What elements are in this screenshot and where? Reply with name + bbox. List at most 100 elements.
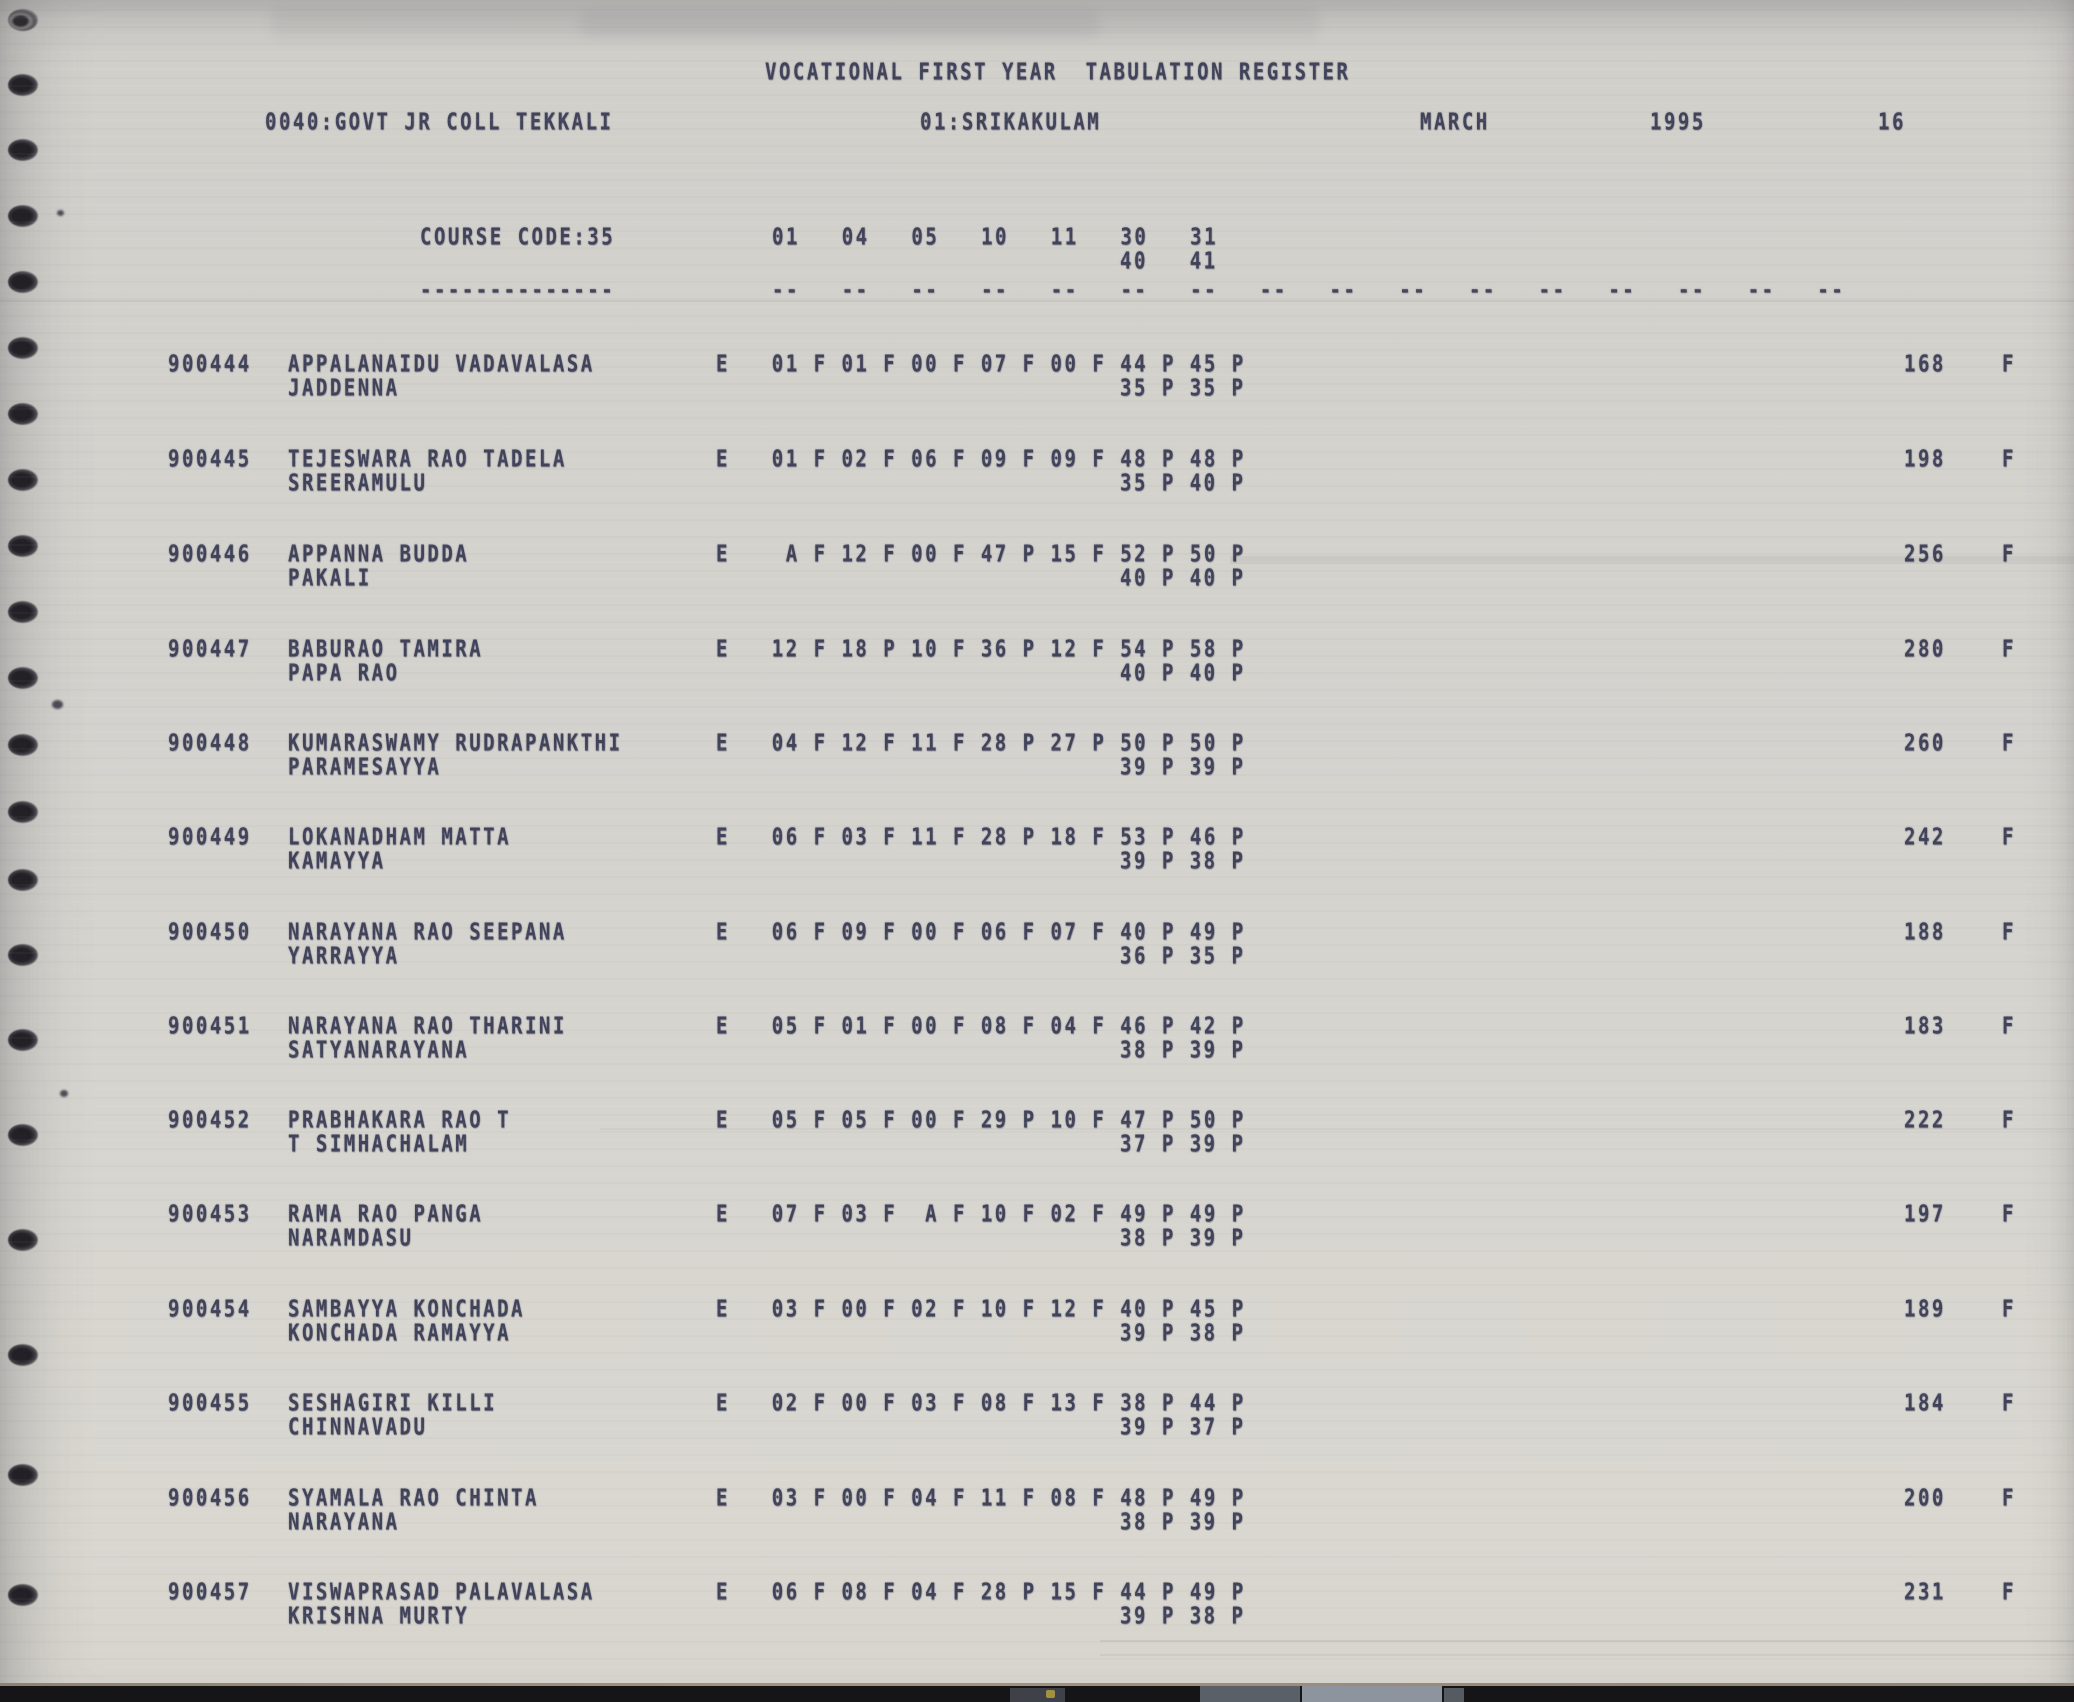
punch-hole bbox=[8, 535, 38, 557]
student-name: TEJESWARA RAO TADELA bbox=[288, 445, 567, 473]
total-marks: 260 bbox=[1904, 729, 1946, 757]
subject-codes-row2: 40 41 bbox=[1120, 247, 1218, 275]
marks-line2: 39 P 37 P bbox=[1120, 1413, 1246, 1441]
student-name: NARAYANA RAO THARINI bbox=[288, 1012, 567, 1040]
student-name: PRABHAKARA RAO T bbox=[288, 1106, 512, 1134]
result-flag: F bbox=[2002, 1578, 2016, 1606]
marks-line2: 38 P 39 P bbox=[1120, 1036, 1246, 1064]
ink-bleed-smudge bbox=[270, 8, 1320, 38]
result-flag: F bbox=[2002, 1295, 2016, 1323]
marks-line1: E 06 F 09 F 00 F 06 F 07 F 40 P 49 P bbox=[716, 918, 1246, 946]
ink-bleed-smudge bbox=[580, 12, 1100, 36]
roll-number: 900452 bbox=[168, 1106, 252, 1134]
marks-line1: E A F 12 F 00 F 47 P 15 F 52 P 50 P bbox=[716, 540, 1246, 568]
result-flag: F bbox=[2002, 1012, 2016, 1040]
roll-number: 900444 bbox=[168, 350, 252, 378]
marks-line2: 40 P 40 P bbox=[1120, 564, 1246, 592]
punch-hole bbox=[8, 1029, 38, 1051]
student-name: APPANNA BUDDA bbox=[288, 540, 470, 568]
student-name: RAMA RAO PANGA bbox=[288, 1200, 484, 1228]
paper-speck bbox=[52, 700, 63, 709]
paper-speck bbox=[57, 210, 64, 216]
scan-streak bbox=[1100, 1654, 2074, 1656]
subject-columns-underline: -- -- -- -- -- -- -- -- -- -- -- -- -- -… bbox=[772, 276, 1846, 304]
student-name: SAMBAYYA KONCHADA bbox=[288, 1295, 525, 1323]
result-flag: F bbox=[2002, 350, 2016, 378]
college-code: 0040:GOVT JR COLL TEKKALI bbox=[265, 108, 614, 136]
father-name: NARAYANA bbox=[288, 1508, 400, 1536]
student-name: SYAMALA RAO CHINTA bbox=[288, 1484, 539, 1512]
page-title: VOCATIONAL FIRST YEAR TABULATION REGISTE… bbox=[765, 58, 1351, 86]
punch-hole bbox=[8, 1464, 38, 1486]
roll-number: 900449 bbox=[168, 823, 252, 851]
student-name: NARAYANA RAO SEEPANA bbox=[288, 918, 567, 946]
scan-artifact bbox=[1046, 1690, 1055, 1698]
result-flag: F bbox=[2002, 540, 2016, 568]
punch-hole bbox=[8, 271, 38, 293]
total-marks: 242 bbox=[1904, 823, 1946, 851]
result-flag: F bbox=[2002, 823, 2016, 851]
result-flag: F bbox=[2002, 635, 2016, 663]
roll-number: 900450 bbox=[168, 918, 252, 946]
punch-hole bbox=[8, 801, 38, 823]
scan-artifact bbox=[1444, 1688, 1464, 1702]
punch-hole bbox=[8, 337, 38, 359]
marks-line2: 40 P 40 P bbox=[1120, 659, 1246, 687]
student-name: SESHAGIRI KILLI bbox=[288, 1389, 498, 1417]
roll-number: 900445 bbox=[168, 445, 252, 473]
roll-number: 900448 bbox=[168, 729, 252, 757]
exam-month: MARCH bbox=[1420, 108, 1490, 136]
total-marks: 256 bbox=[1904, 540, 1946, 568]
punch-hole bbox=[8, 205, 38, 227]
total-marks: 198 bbox=[1904, 445, 1946, 473]
punch-hole bbox=[8, 139, 38, 161]
marks-line2: 38 P 39 P bbox=[1120, 1508, 1246, 1536]
marks-line1: E 07 F 03 F A F 10 F 02 F 49 P 49 P bbox=[716, 1200, 1246, 1228]
result-flag: F bbox=[2002, 1200, 2016, 1228]
punch-hole bbox=[8, 74, 38, 96]
roll-number: 900456 bbox=[168, 1484, 252, 1512]
punch-hole bbox=[8, 944, 38, 966]
total-marks: 183 bbox=[1904, 1012, 1946, 1040]
punch-hole bbox=[8, 403, 38, 425]
punch-hole bbox=[8, 1584, 38, 1606]
father-name: T SIMHACHALAM bbox=[288, 1130, 470, 1158]
punch-hole bbox=[8, 1229, 38, 1251]
marks-line2: 36 P 35 P bbox=[1120, 942, 1246, 970]
marks-line1: E 01 F 01 F 00 F 07 F 00 F 44 P 45 P bbox=[716, 350, 1246, 378]
marks-line2: 38 P 39 P bbox=[1120, 1224, 1246, 1252]
student-name: APPALANAIDU VADAVALASA bbox=[288, 350, 595, 378]
roll-number: 900446 bbox=[168, 540, 252, 568]
scan-artifact bbox=[1010, 1688, 1065, 1702]
result-flag: F bbox=[2002, 918, 2016, 946]
marks-line1: E 04 F 12 F 11 F 28 P 27 P 50 P 50 P bbox=[716, 729, 1246, 757]
marks-line1: E 03 F 00 F 02 F 10 F 12 F 40 P 45 P bbox=[716, 1295, 1246, 1323]
marks-line2: 39 P 39 P bbox=[1120, 753, 1246, 781]
result-flag: F bbox=[2002, 1106, 2016, 1134]
scan-artifact bbox=[1200, 1686, 1300, 1702]
marks-line1: E 12 F 18 P 10 F 36 P 12 F 54 P 58 P bbox=[716, 635, 1246, 663]
father-name: YARRAYYA bbox=[288, 942, 400, 970]
father-name: PAKALI bbox=[288, 564, 372, 592]
roll-number: 900451 bbox=[168, 1012, 252, 1040]
total-marks: 189 bbox=[1904, 1295, 1946, 1323]
student-name: BABURAO TAMIRA bbox=[288, 635, 484, 663]
roll-number: 900454 bbox=[168, 1295, 252, 1323]
marks-line2: 39 P 38 P bbox=[1120, 847, 1246, 875]
father-name: JADDENNA bbox=[288, 374, 400, 402]
punch-hole bbox=[8, 1344, 38, 1366]
marks-line1: E 06 F 03 F 11 F 28 P 18 F 53 P 46 P bbox=[716, 823, 1246, 851]
result-flag: F bbox=[2002, 1389, 2016, 1417]
paper-speck bbox=[60, 1090, 68, 1097]
father-name: NARAMDASU bbox=[288, 1224, 414, 1252]
scan-streak bbox=[1230, 556, 2074, 564]
marks-line1: E 05 F 01 F 00 F 08 F 04 F 46 P 42 P bbox=[716, 1012, 1246, 1040]
roll-number: 900455 bbox=[168, 1389, 252, 1417]
scan-artifact bbox=[1302, 1686, 1442, 1702]
punch-hole bbox=[8, 667, 38, 689]
district-code: 01:SRIKAKULAM bbox=[920, 108, 1102, 136]
marks-line2: 39 P 38 P bbox=[1120, 1319, 1246, 1347]
punch-hole bbox=[8, 869, 38, 891]
student-name: VISWAPRASAD PALAVALASA bbox=[288, 1578, 595, 1606]
marks-line1: E 06 F 08 F 04 F 28 P 15 F 44 P 49 P bbox=[716, 1578, 1246, 1606]
